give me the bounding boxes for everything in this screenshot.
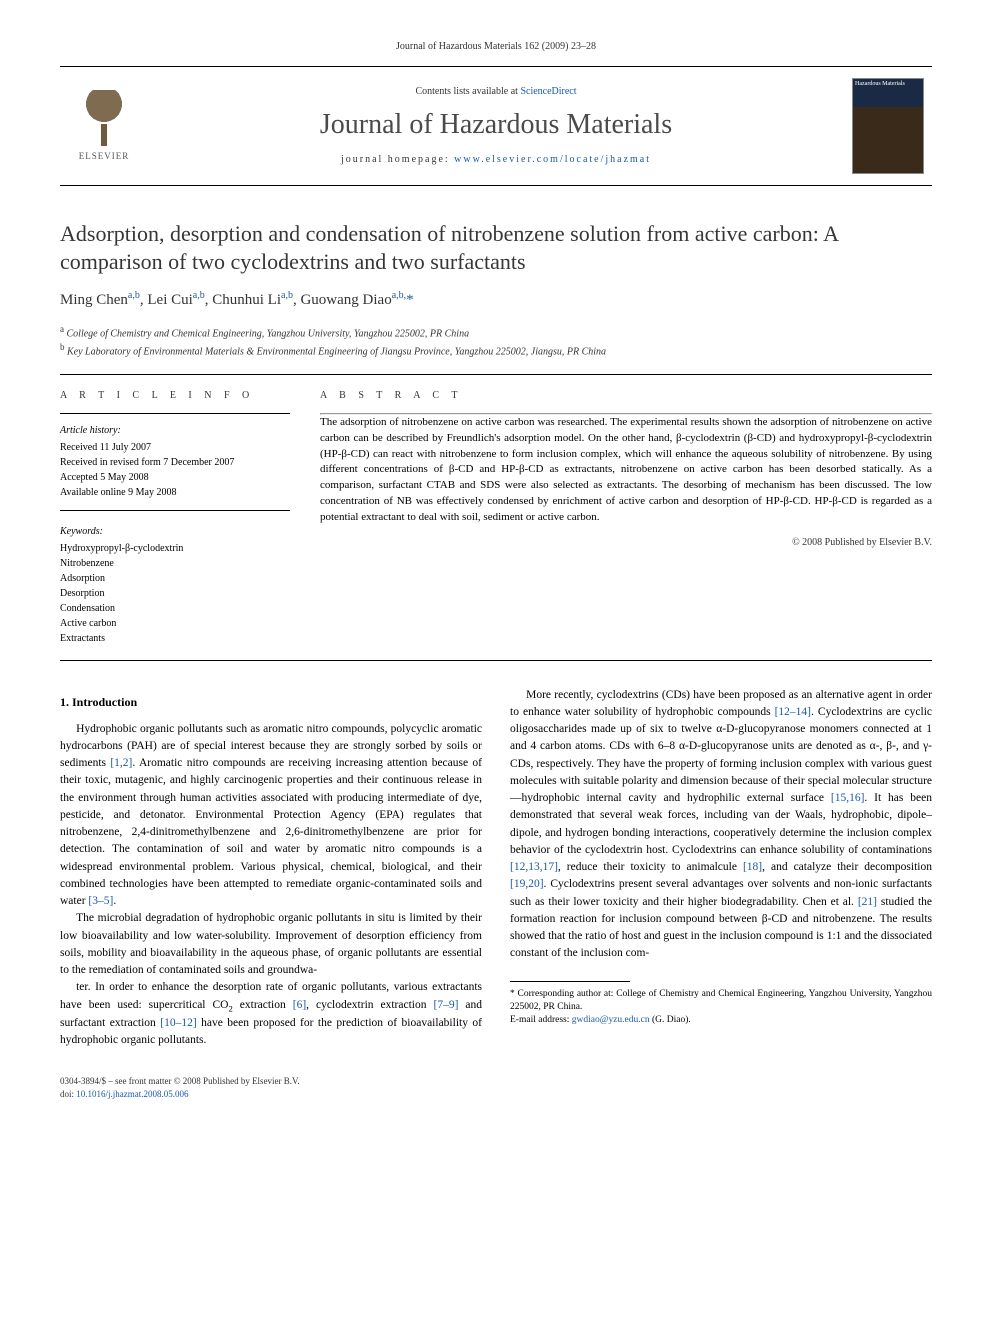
citation-link[interactable]: [21] — [858, 896, 877, 908]
citation-link[interactable]: [6] — [293, 999, 306, 1011]
abstract-head: A B S T R A C T — [320, 389, 932, 403]
journal-cover-thumb: Hazardous Materials — [852, 78, 924, 174]
footnote-rule — [510, 981, 630, 982]
keyword: Active carbon — [60, 616, 290, 631]
doi-prefix: doi: — [60, 1089, 74, 1099]
citation-link[interactable]: [19,20] — [510, 878, 544, 890]
article-info-block: A R T I C L E I N F O Article history: R… — [60, 389, 290, 646]
history-line: Received 11 July 2007 — [60, 440, 290, 455]
rule — [60, 413, 290, 414]
citation-link[interactable]: [3–5] — [88, 895, 113, 907]
contents-line: Contents lists available at ScienceDirec… — [140, 85, 852, 99]
publisher-name: ELSEVIER — [79, 150, 130, 163]
abstract-block: A B S T R A C T The adsorption of nitrob… — [320, 389, 932, 646]
body-columns: 1. Introduction Hydrophobic organic poll… — [60, 687, 932, 1050]
citation-link[interactable]: [15,16] — [831, 792, 865, 804]
copyright-line: © 2008 Published by Elsevier B.V. — [320, 536, 932, 550]
issn-line: 0304-3894/$ – see front matter © 2008 Pu… — [60, 1075, 932, 1088]
keyword: Hydroxypropyl-β-cyclodextrin — [60, 541, 290, 556]
affiliation: a College of Chemistry and Chemical Engi… — [60, 323, 932, 341]
citation-link[interactable]: [10–12] — [160, 1017, 196, 1029]
email-label: E-mail address: — [510, 1015, 572, 1025]
page-footer: 0304-3894/$ – see front matter © 2008 Pu… — [60, 1075, 932, 1100]
elsevier-tree-icon — [76, 90, 132, 146]
corr-author-text: * Corresponding author at: College of Ch… — [510, 988, 932, 1015]
section-head-intro: 1. Introduction — [60, 693, 482, 711]
history-head: Article history: — [60, 424, 290, 438]
body-paragraph: More recently, cyclodextrins (CDs) have … — [510, 687, 932, 963]
rule — [60, 660, 932, 661]
citation-link[interactable]: [12,13,17] — [510, 861, 558, 873]
citation-link[interactable]: [1,2] — [110, 757, 132, 769]
doi-link[interactable]: 10.1016/j.jhazmat.2008.05.006 — [76, 1089, 188, 1099]
article-info-head: A R T I C L E I N F O — [60, 389, 290, 403]
homepage-prefix: journal homepage: — [341, 154, 454, 165]
body-paragraph: The microbial degradation of hydrophobic… — [60, 910, 482, 979]
affiliations: a College of Chemistry and Chemical Engi… — [60, 323, 932, 360]
homepage-line: journal homepage: www.elsevier.com/locat… — [140, 153, 852, 167]
contents-prefix: Contents lists available at — [415, 86, 520, 97]
author-list: Ming Chena,b, Lei Cuia,b, Chunhui Lia,b,… — [60, 289, 932, 311]
homepage-link[interactable]: www.elsevier.com/locate/jhazmat — [454, 154, 651, 165]
rule — [60, 510, 290, 511]
keyword: Nitrobenzene — [60, 556, 290, 571]
keywords-head: Keywords: — [60, 525, 290, 539]
history-line: Received in revised form 7 December 2007 — [60, 455, 290, 470]
keyword: Adsorption — [60, 571, 290, 586]
citation-link[interactable]: [12–14] — [775, 706, 811, 718]
rule — [60, 374, 932, 375]
affiliation: b Key Laboratory of Environmental Materi… — [60, 341, 932, 359]
sciencedirect-link[interactable]: ScienceDirect — [520, 86, 576, 97]
body-paragraph: Hydrophobic organic pollutants such as a… — [60, 721, 482, 911]
keyword: Desorption — [60, 586, 290, 601]
citation-link[interactable]: [7–9] — [433, 999, 458, 1011]
corr-email-link[interactable]: gwdiao@yzu.edu.cn — [572, 1015, 650, 1025]
article-title: Adsorption, desorption and condensation … — [60, 220, 932, 275]
keyword: Condensation — [60, 601, 290, 616]
body-paragraph: ter. In order to enhance the desorption … — [60, 979, 482, 1049]
abstract-text: The adsorption of nitrobenzene on active… — [320, 415, 932, 527]
citation-link[interactable]: [18] — [743, 861, 762, 873]
keyword: Extractants — [60, 631, 290, 646]
publisher-logo: ELSEVIER — [68, 86, 140, 166]
history-line: Accepted 5 May 2008 — [60, 470, 290, 485]
running-head: Journal of Hazardous Materials 162 (2009… — [60, 40, 932, 54]
masthead-center: Contents lists available at ScienceDirec… — [140, 85, 852, 166]
masthead: ELSEVIER Contents lists available at Sci… — [60, 66, 932, 186]
corresponding-author-footnote: * Corresponding author at: College of Ch… — [510, 988, 932, 1028]
history-line: Available online 9 May 2008 — [60, 485, 290, 500]
email-suffix: (G. Diao). — [652, 1015, 691, 1025]
journal-name: Journal of Hazardous Materials — [140, 105, 852, 144]
article-info-row: A R T I C L E I N F O Article history: R… — [60, 389, 932, 646]
cover-label: Hazardous Materials — [855, 81, 921, 88]
